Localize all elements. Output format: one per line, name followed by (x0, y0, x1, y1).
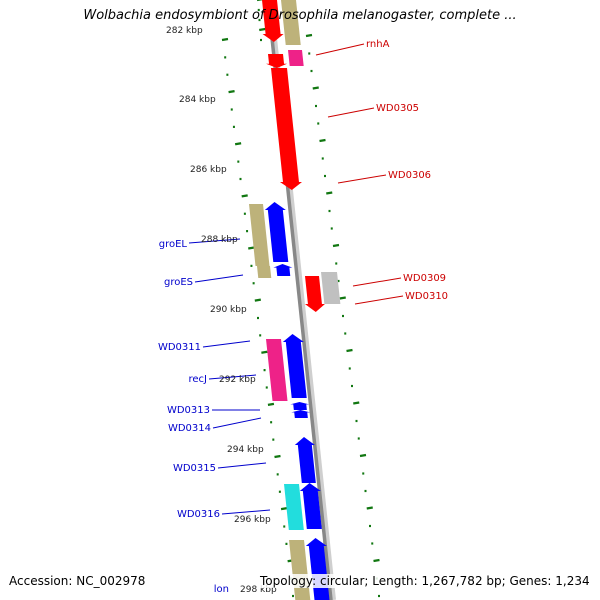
gene-arrow-red (10, 276, 325, 312)
gene-arrow-blue (10, 202, 289, 262)
left-tick-mark (254, 298, 261, 302)
left-tick-mark (221, 37, 229, 42)
gene-arrow-blue (10, 402, 310, 410)
scale-label: 290 kbp (210, 305, 247, 315)
scale-label: 294 kbp (227, 445, 264, 455)
left-tick-mark (280, 507, 288, 511)
leader-line (194, 274, 244, 283)
right-tick-mark (312, 86, 319, 90)
left-tick-mark (228, 90, 235, 94)
gene-block-khaki (9, 266, 272, 278)
gene-arrow-red (10, 0, 284, 42)
gene-arrow-blue (9, 264, 293, 276)
gene-label-lon: lon (214, 584, 229, 595)
right-tick-mark (305, 33, 313, 38)
leader-line (208, 374, 257, 380)
gene-label-wd0305: WD0305 (376, 103, 419, 114)
gene-arrow-blue (11, 483, 322, 529)
scale-label: 292 kbp (219, 375, 256, 385)
gene-block-khaki (10, 204, 270, 266)
gene-label-wd0313: WD0313 (167, 405, 210, 416)
leader-line (327, 107, 375, 118)
gene-block-grey (12, 272, 341, 304)
right-tick-mark (366, 506, 373, 510)
right-tick-mark (359, 453, 367, 458)
gene-block-magenta (10, 339, 288, 401)
scale-label: 286 kbp (190, 165, 227, 175)
left-tick-mark (274, 454, 281, 459)
gene-label-wd0315: WD0315 (173, 463, 216, 474)
scale-label: 296 kbp (234, 515, 271, 525)
left-tick-mark (261, 350, 268, 354)
leader-line (188, 238, 241, 244)
top-tick-mark (259, 27, 266, 32)
right-tick-mark (353, 401, 360, 405)
leader-line (221, 509, 271, 515)
gene-label-wd0310: WD0310 (405, 291, 448, 302)
gene-arrow-blue (11, 334, 307, 398)
leader-line (315, 43, 365, 56)
gene-arrow-blue (10, 410, 311, 418)
genome-summary-text: Topology: circular; Length: 1,267,782 bp… (260, 574, 590, 588)
gene-label-wd0309: WD0309 (403, 273, 446, 284)
gene-block-khaki (11, 0, 301, 45)
leader-line (217, 462, 267, 469)
leader-line (352, 277, 402, 287)
right-tick-mark (346, 348, 353, 353)
leader-line (202, 340, 251, 348)
right-tick-mark (339, 296, 346, 300)
gene-label-wd0311: WD0311 (158, 342, 201, 353)
left-tick-mark (234, 142, 242, 146)
left-tick-mark (241, 194, 248, 198)
gene-label-wd0314: WD0314 (168, 423, 211, 434)
gene-arrow-red (10, 54, 288, 68)
gene-label-rnha: rnhA (366, 39, 390, 50)
gene-block-magenta (10, 50, 304, 66)
scale-label: 284 kbp (179, 95, 216, 105)
scale-label: 288 kbp (201, 235, 238, 245)
scale-label: 282 kbp (166, 26, 203, 36)
left-tick-mark (267, 402, 275, 406)
map-title: Wolbachia endosymbiont of Drosophila mel… (83, 8, 517, 23)
leader-line (337, 174, 387, 184)
gene-label-wd0306: WD0306 (388, 170, 431, 181)
gene-label-recj: recJ (189, 374, 208, 385)
gene-label-groel: groEL (159, 239, 188, 250)
leader-line (212, 417, 262, 429)
right-tick-mark (373, 558, 380, 563)
right-tick-mark (332, 243, 340, 248)
gene-label-groes: groES (164, 277, 193, 288)
gene-block-cyan (11, 484, 304, 530)
scale-label: 298 kbp (240, 585, 277, 595)
accession-text: Accession: NC_002978 (9, 574, 148, 588)
left-tick-mark (248, 246, 255, 250)
gene-arrow-blue (11, 538, 330, 600)
right-tick-mark (319, 138, 326, 143)
right-tick-mark (326, 191, 333, 195)
gene-arrow-blue (10, 437, 316, 483)
leader-line (354, 295, 404, 305)
gene-label-wd0316: WD0316 (177, 509, 220, 520)
gene-arrow-red (11, 68, 302, 190)
